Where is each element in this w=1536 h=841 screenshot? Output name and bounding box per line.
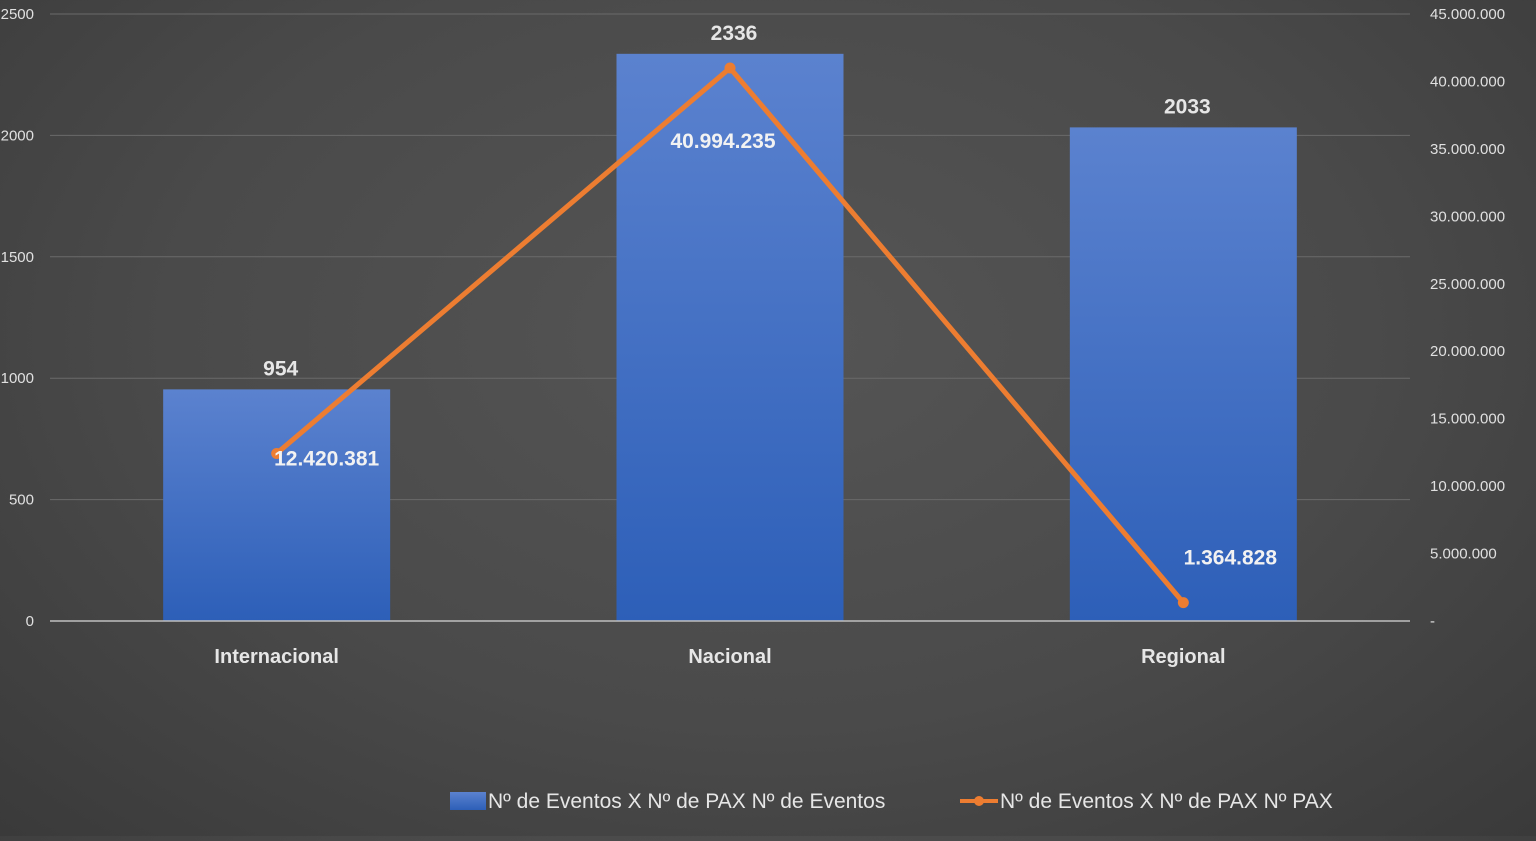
left-y-axis: 0 500 1000 1500 2000 2500 (1, 6, 34, 630)
bar-data-label: 2033 (1164, 95, 1211, 118)
left-tick-label: 1500 (1, 249, 34, 266)
bar (1069, 127, 1297, 621)
x-axis-categories: Internacional Nacional Regional (214, 646, 1225, 668)
right-tick-label: 30.000.000 (1430, 208, 1505, 225)
category-label: Internacional (214, 646, 338, 668)
bar-series: 954 2336 2033 (163, 22, 1297, 621)
right-tick-label: - (1430, 613, 1435, 630)
category-label: Nacional (688, 646, 771, 668)
line-data-label: 12.420.381 (274, 447, 379, 470)
left-tick-label: 2000 (1, 127, 34, 144)
line-point (1177, 597, 1189, 609)
legend-label-line: Nº de Eventos X Nº de PAX Nº PAX (1000, 790, 1333, 813)
bar (163, 389, 391, 621)
legend: Nº de Eventos X Nº de PAX Nº de Eventos … (450, 790, 1333, 813)
line-data-label: 1.364.828 (1184, 547, 1278, 570)
bar (616, 53, 844, 621)
bar-data-label: 954 (263, 357, 298, 380)
left-tick-label: 0 (26, 613, 34, 630)
right-tick-label: 25.000.000 (1430, 276, 1505, 293)
left-tick-label: 2500 (1, 6, 34, 23)
legend-swatch-bar (450, 792, 486, 810)
right-tick-label: 40.000.000 (1430, 73, 1505, 90)
left-tick-label: 1000 (1, 370, 34, 387)
legend-swatch-marker (974, 796, 984, 806)
right-tick-label: 10.000.000 (1430, 478, 1505, 495)
line-point (271, 447, 283, 459)
right-tick-label: 5.000.000 (1430, 546, 1497, 563)
legend-label-bar: Nº de Eventos X Nº de PAX Nº de Eventos (488, 790, 885, 813)
right-tick-label: 35.000.000 (1430, 141, 1505, 158)
right-tick-label: 15.000.000 (1430, 411, 1505, 428)
right-tick-label: 20.000.000 (1430, 343, 1505, 360)
line-series: 12.420.381 40.994.235 1.364.828 (271, 62, 1278, 609)
bar-data-label: 2336 (711, 22, 758, 45)
left-tick-label: 500 (9, 492, 34, 509)
line-data-label: 40.994.235 (670, 130, 775, 153)
right-y-axis: - 5.000.000 10.000.000 15.000.000 20.000.000… (1430, 6, 1505, 630)
right-tick-label: 45.000.000 (1430, 6, 1505, 23)
line-point (724, 62, 736, 74)
category-label: Regional (1141, 646, 1225, 668)
